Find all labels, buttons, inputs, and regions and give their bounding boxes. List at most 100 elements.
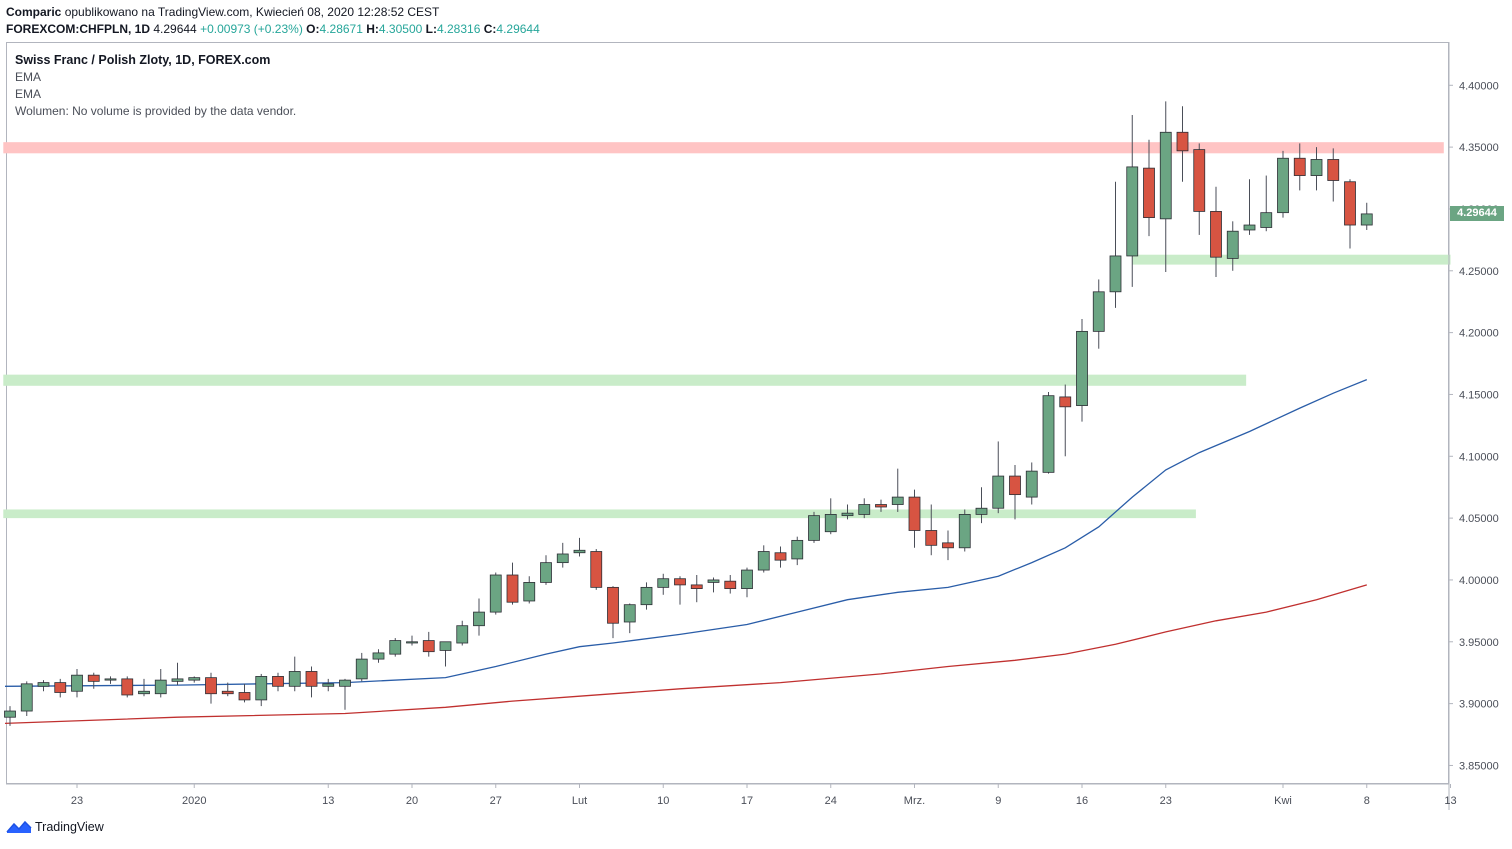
candle[interactable] — [1009, 464, 1021, 520]
candle[interactable] — [908, 489, 921, 548]
candle[interactable] — [590, 549, 603, 590]
candle[interactable] — [1126, 114, 1139, 287]
candle[interactable] — [154, 668, 167, 698]
candle[interactable] — [322, 678, 335, 692]
candle[interactable] — [1076, 319, 1088, 422]
candle[interactable] — [858, 498, 871, 519]
candle-body-up — [992, 475, 1005, 509]
candle[interactable] — [489, 572, 502, 615]
candle[interactable] — [573, 537, 586, 557]
candle[interactable] — [1210, 186, 1222, 277]
ema-fast-legend[interactable]: EMA — [15, 70, 42, 84]
ema-slow-legend[interactable]: EMA — [15, 87, 42, 101]
candle[interactable] — [1159, 101, 1172, 273]
candle[interactable] — [506, 562, 519, 605]
candle[interactable] — [824, 498, 837, 535]
candle[interactable] — [1293, 143, 1306, 191]
candle-body-down — [942, 542, 954, 549]
candle[interactable] — [841, 504, 854, 520]
candle[interactable] — [674, 576, 686, 605]
candle[interactable] — [875, 499, 887, 512]
candle[interactable] — [925, 504, 938, 556]
candle[interactable] — [1344, 179, 1356, 249]
candle-body-up — [556, 553, 569, 564]
candle[interactable] — [71, 668, 83, 698]
candle[interactable] — [104, 676, 117, 684]
candle[interactable] — [741, 567, 753, 598]
candle[interactable] — [975, 487, 988, 524]
publish-info: Comparic opublikowano na TradingView.com… — [6, 5, 439, 19]
candle[interactable] — [640, 582, 653, 610]
candle-body-down — [590, 551, 603, 588]
candle[interactable] — [20, 681, 33, 716]
candle[interactable] — [456, 620, 469, 646]
candle-body-up — [623, 604, 636, 623]
candle[interactable] — [1143, 139, 1155, 237]
candle[interactable] — [1327, 148, 1340, 202]
volume-legend[interactable]: Wolumen: No volume is provided by the da… — [15, 104, 297, 118]
footer-brand[interactable]: TradingView — [6, 820, 104, 834]
candle[interactable] — [607, 586, 619, 639]
candle[interactable] — [355, 652, 368, 682]
candle[interactable] — [121, 676, 134, 698]
candle[interactable] — [791, 536, 804, 566]
candle[interactable] — [623, 603, 636, 634]
candle[interactable] — [724, 575, 737, 594]
candle[interactable] — [255, 673, 268, 707]
candle[interactable] — [1310, 147, 1323, 191]
candle[interactable] — [1176, 106, 1189, 182]
candle[interactable] — [205, 672, 217, 704]
candle[interactable] — [473, 598, 485, 636]
candle[interactable] — [707, 577, 720, 593]
candle-body-up — [657, 578, 670, 588]
candle-body-down — [205, 677, 217, 695]
candle[interactable] — [1193, 143, 1206, 235]
open-label: O: — [306, 22, 320, 36]
candle[interactable] — [406, 635, 418, 646]
candle[interactable] — [238, 683, 251, 703]
candle[interactable] — [272, 672, 284, 692]
candle[interactable] — [1109, 181, 1122, 308]
candle[interactable] — [221, 682, 234, 697]
candle[interactable] — [1042, 391, 1055, 474]
candle[interactable] — [757, 545, 770, 573]
candle[interactable] — [556, 542, 569, 568]
candle[interactable] — [439, 641, 452, 667]
candle[interactable] — [1243, 179, 1256, 235]
candle[interactable] — [305, 666, 318, 698]
candle[interactable] — [1226, 221, 1239, 271]
candle[interactable] — [389, 638, 402, 657]
candle[interactable] — [774, 546, 787, 568]
candle[interactable] — [1059, 384, 1072, 457]
candle[interactable] — [891, 468, 904, 512]
candle[interactable] — [288, 656, 301, 692]
candle-body-up — [791, 539, 804, 560]
candle[interactable] — [657, 573, 670, 595]
candle[interactable] — [188, 676, 201, 683]
candle[interactable] — [690, 575, 703, 603]
candle[interactable] — [523, 576, 536, 604]
candle-body-down — [1059, 396, 1072, 408]
candle[interactable] — [808, 511, 820, 543]
candle[interactable] — [1260, 175, 1273, 232]
candle[interactable] — [1277, 150, 1289, 218]
candle[interactable] — [992, 441, 1005, 514]
candle[interactable] — [540, 555, 552, 585]
candle[interactable] — [1360, 202, 1373, 230]
candle[interactable] — [422, 631, 435, 657]
candle[interactable] — [1092, 279, 1105, 349]
candle[interactable] — [171, 662, 184, 686]
candle[interactable] — [37, 680, 50, 692]
candle[interactable] — [1025, 462, 1038, 505]
tradingview-logo-icon — [6, 820, 32, 833]
candle[interactable] — [138, 678, 150, 697]
candle[interactable] — [339, 678, 351, 710]
candle[interactable] — [4, 706, 16, 726]
candle[interactable] — [942, 530, 954, 561]
candle[interactable] — [372, 649, 385, 663]
candle[interactable] — [54, 678, 67, 698]
candle[interactable] — [958, 509, 971, 552]
candle[interactable] — [87, 672, 100, 689]
candle-body-down — [674, 578, 686, 586]
